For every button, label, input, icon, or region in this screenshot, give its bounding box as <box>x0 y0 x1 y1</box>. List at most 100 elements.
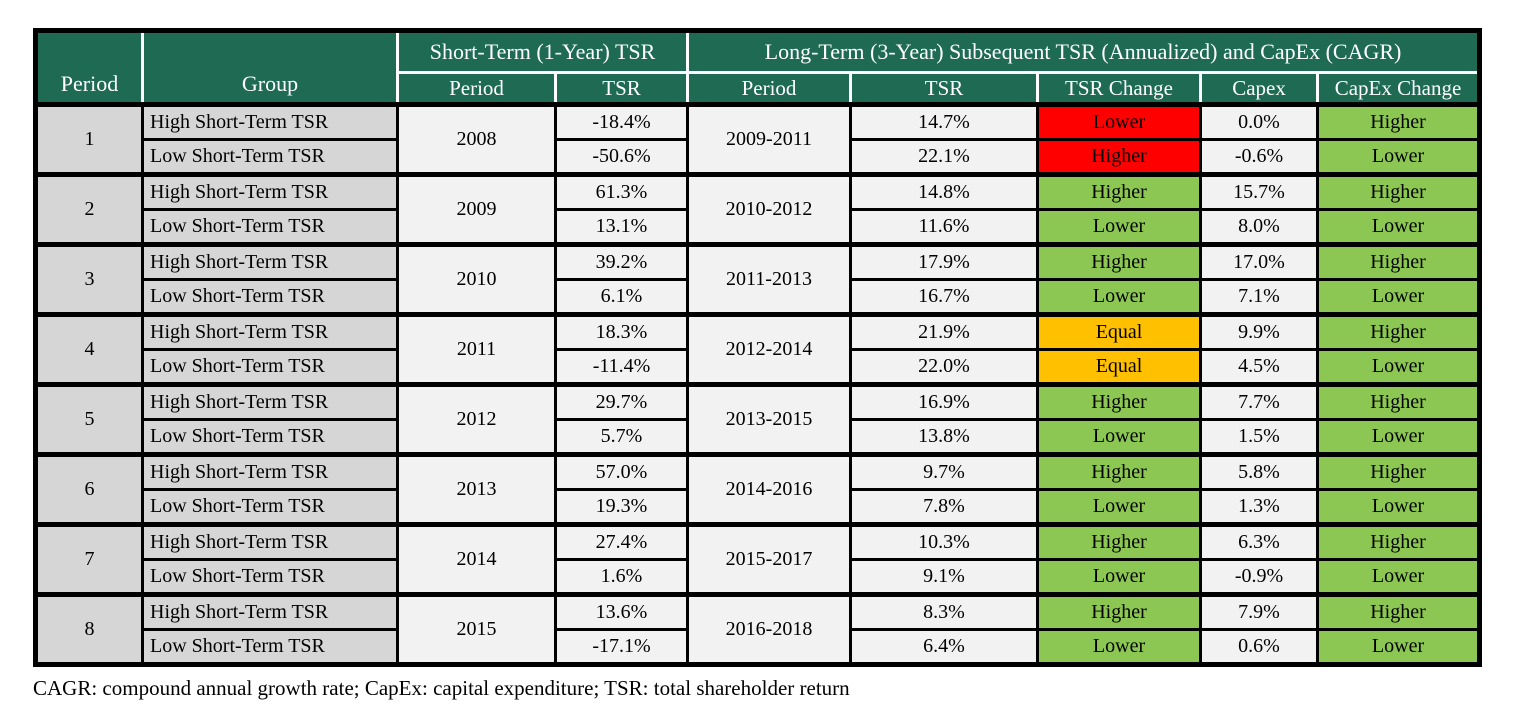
footnote: CAGR: compound annual growth rate; CapEx… <box>33 676 850 700</box>
period-number-cell: 2 <box>34 172 144 246</box>
table-row: Low Short-Term TSR 13.1% 11.6% Lower 8.0% Low… <box>36 208 1482 246</box>
capex-cell: 7.1% <box>1199 278 1320 316</box>
short-term-tsr-cell: 13.6% <box>553 592 690 631</box>
capex-change-cell: Lower <box>1316 628 1482 666</box>
capex-cell: 17.0% <box>1199 242 1320 281</box>
capex-change-cell: Lower <box>1316 488 1482 526</box>
group-cell: Low Short-Term TSR <box>141 488 399 526</box>
short-term-period-cell: 2011 <box>396 312 557 386</box>
short-term-tsr-cell: 5.7% <box>553 418 690 456</box>
capex-change-cell: Lower <box>1316 138 1482 176</box>
table-row: 8 High Short-Term TSR 2015 13.6% 2016-2018 8.… <box>34 592 1482 666</box>
group-cell: High Short-Term TSR <box>141 102 399 141</box>
header-lt-period: Period <box>686 71 853 107</box>
short-term-tsr-cell: 6.1% <box>553 278 690 316</box>
long-term-tsr-cell: 22.0% <box>849 348 1040 386</box>
capex-cell: 6.3% <box>1199 522 1320 561</box>
capex-cell: 7.7% <box>1199 382 1320 421</box>
short-term-tsr-cell: 19.3% <box>553 488 690 526</box>
capex-change-cell: Higher <box>1316 172 1482 211</box>
capex-change-cell: Higher <box>1316 102 1482 141</box>
group-cell: High Short-Term TSR <box>141 592 399 631</box>
capex-cell: 15.7% <box>1199 172 1320 211</box>
long-term-period-cell: 2009-2011 <box>686 102 853 176</box>
header-capex-change: CapEx Change <box>1316 71 1482 107</box>
group-cell: Low Short-Term TSR <box>141 208 399 246</box>
tsr-change-cell: Equal <box>1036 312 1203 351</box>
capex-cell: -0.9% <box>1199 558 1320 596</box>
long-term-tsr-cell: 6.4% <box>849 628 1040 666</box>
group-cell: Low Short-Term TSR <box>141 278 399 316</box>
long-term-period-cell: 2011-2013 <box>686 242 853 316</box>
header-capex: Capex <box>1199 71 1320 107</box>
header-group: Group <box>141 29 399 107</box>
table-row: 7 High Short-Term TSR 2014 27.4% 2015-2017 10… <box>34 522 1482 596</box>
long-term-tsr-cell: 21.9% <box>849 312 1040 351</box>
tsr-change-cell: Higher <box>1036 522 1203 561</box>
period-number-cell: 3 <box>34 242 144 316</box>
long-term-tsr-cell: 7.8% <box>849 488 1040 526</box>
header-tsr-change: TSR Change <box>1036 71 1203 107</box>
period-number-cell: 4 <box>34 312 144 386</box>
tsr-comparison-table: Period Group Short-Term (1-Year) TSR Lon… <box>33 28 1483 667</box>
long-term-tsr-cell: 16.9% <box>849 382 1040 421</box>
long-term-tsr-cell: 14.7% <box>849 102 1040 141</box>
capex-cell: 0.6% <box>1199 628 1320 666</box>
table-row: Low Short-Term TSR 5.7% 13.8% Lower 1.5% Lowe… <box>36 418 1482 456</box>
short-term-tsr-cell: 29.7% <box>553 382 690 421</box>
long-term-period-cell: 2013-2015 <box>686 382 853 456</box>
long-term-period-cell: 2012-2014 <box>686 312 853 386</box>
short-term-period-cell: 2012 <box>396 382 557 456</box>
long-term-tsr-cell: 9.1% <box>849 558 1040 596</box>
long-term-tsr-cell: 8.3% <box>849 592 1040 631</box>
table-row: 5 High Short-Term TSR 2012 29.7% 2013-2015 16… <box>34 382 1482 456</box>
capex-change-cell: Lower <box>1316 348 1482 386</box>
header-long-term-span: Long-Term (3-Year) Subsequent TSR (Annua… <box>686 29 1482 74</box>
tsr-change-cell: Lower <box>1036 488 1203 526</box>
group-cell: Low Short-Term TSR <box>141 558 399 596</box>
period-number-cell: 1 <box>34 102 144 176</box>
capex-change-cell: Higher <box>1316 592 1482 631</box>
long-term-period-cell: 2015-2017 <box>686 522 853 596</box>
tsr-change-cell: Higher <box>1036 382 1203 421</box>
capex-change-cell: Higher <box>1316 522 1482 561</box>
short-term-period-cell: 2013 <box>396 452 557 526</box>
short-term-tsr-cell: 1.6% <box>553 558 690 596</box>
tsr-change-cell: Higher <box>1036 172 1203 211</box>
period-number-cell: 7 <box>34 522 144 596</box>
long-term-period-cell: 2010-2012 <box>686 172 853 246</box>
capex-cell: 1.3% <box>1199 488 1320 526</box>
capex-cell: -0.6% <box>1199 138 1320 176</box>
period-number-cell: 6 <box>34 452 144 526</box>
short-term-period-cell: 2008 <box>396 102 557 176</box>
tsr-change-cell: Lower <box>1036 102 1203 141</box>
long-term-tsr-cell: 11.6% <box>849 208 1040 246</box>
header-st-period: Period <box>396 71 557 107</box>
short-term-tsr-cell: 57.0% <box>553 452 690 491</box>
tsr-change-cell: Higher <box>1036 452 1203 491</box>
group-cell: Low Short-Term TSR <box>141 348 399 386</box>
capex-change-cell: Lower <box>1316 278 1482 316</box>
short-term-tsr-cell: -11.4% <box>553 348 690 386</box>
table-row: 1 High Short-Term TSR 2008 -18.4% 2009-2011 1… <box>34 102 1482 176</box>
short-term-period-cell: 2015 <box>396 592 557 666</box>
capex-change-cell: Higher <box>1316 382 1482 421</box>
tsr-change-cell: Higher <box>1036 138 1203 176</box>
short-term-tsr-cell: 39.2% <box>553 242 690 281</box>
capex-cell: 7.9% <box>1199 592 1320 631</box>
short-term-tsr-cell: 18.3% <box>553 312 690 351</box>
long-term-tsr-cell: 16.7% <box>849 278 1040 316</box>
short-term-tsr-cell: 61.3% <box>553 172 690 211</box>
header-st-tsr: TSR <box>553 71 690 107</box>
group-cell: Low Short-Term TSR <box>141 138 399 176</box>
short-term-period-cell: 2010 <box>396 242 557 316</box>
table-row: Low Short-Term TSR -11.4% 22.0% Equal 4.5% Lo… <box>36 348 1482 386</box>
capex-change-cell: Lower <box>1316 418 1482 456</box>
long-term-period-cell: 2016-2018 <box>686 592 853 666</box>
long-term-tsr-cell: 10.3% <box>849 522 1040 561</box>
table-row: 2 High Short-Term TSR 2009 61.3% 2010-2012 14… <box>34 172 1482 246</box>
capex-cell: 1.5% <box>1199 418 1320 456</box>
header-span-row: Period Group Short-Term (1-Year) TSR Lon… <box>34 29 1482 107</box>
capex-cell: 9.9% <box>1199 312 1320 351</box>
table-header: Period Group Short-Term (1-Year) TSR Lon… <box>34 29 1482 107</box>
